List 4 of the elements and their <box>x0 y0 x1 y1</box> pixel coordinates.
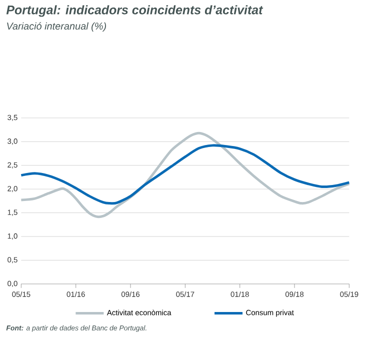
chart-subtitle: Variació interanual (%) <box>7 22 106 32</box>
line-series <box>20 144 350 205</box>
line-series <box>20 132 350 218</box>
chart-title: Portugal: indicadors coincidents d’activitat <box>6 5 264 17</box>
